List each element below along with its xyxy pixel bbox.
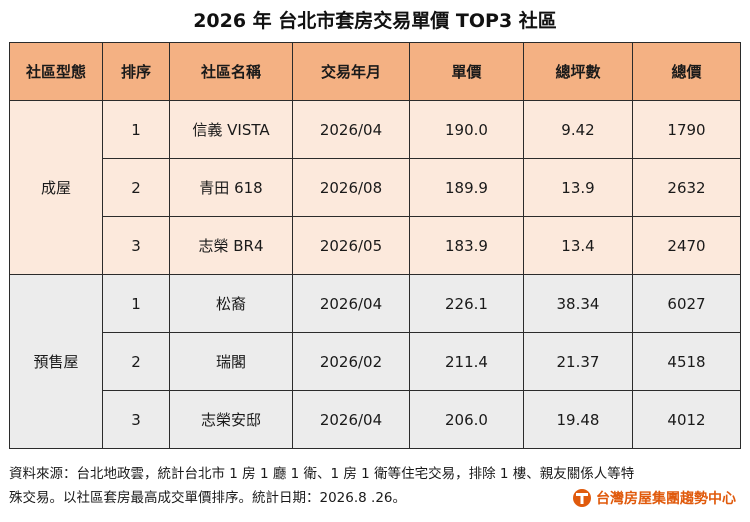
date-cell: 2026/04 [292, 390, 410, 449]
unit-price-cell: 183.9 [409, 216, 524, 275]
unit-price-cell: 189.9 [409, 158, 524, 217]
table-row: 預售屋 1 松裔 2026/04 226.1 38.34 6027 [9, 274, 741, 449]
name-cell: 志榮安邸 [169, 390, 293, 449]
taiwan-realty-logo-icon [572, 488, 592, 508]
source-note: 資料來源：台北地政雲，統計台北市 1 房 1 廳 1 衛、1 房 1 衛等住宅交… [9, 462, 744, 510]
area-cell: 21.37 [523, 332, 633, 391]
date-cell: 2026/08 [292, 158, 410, 217]
page-title: 2026 年 台北市套房交易單價 TOP3 社區 [193, 10, 557, 32]
total-cell: 2470 [632, 216, 741, 275]
date-cell: 2026/04 [292, 274, 410, 333]
table-row: 2 青田 618 2026/08 189.9 13.9 2632 [10, 158, 741, 217]
unit-price-cell: 211.4 [409, 332, 524, 391]
name-cell: 信義 VISTA [169, 100, 293, 159]
table-row: 3 志榮安邸 2026/04 206.0 19.48 4012 [10, 390, 741, 449]
header-total: 總價 [632, 42, 741, 101]
name-cell: 青田 618 [169, 158, 293, 217]
top3-table: 社區型態 排序 社區名稱 交易年月 單價 總坪數 總價 成屋 1 信義 VIST… [9, 42, 741, 449]
table-row: 2 瑞閣 2026/02 211.4 21.37 4518 [10, 332, 741, 391]
rank-cell: 3 [102, 216, 170, 275]
area-cell: 13.9 [523, 158, 633, 217]
name-cell: 瑞閣 [169, 332, 293, 391]
total-cell: 4518 [632, 332, 741, 391]
source-note-line: 資料來源：台北地政雲，統計台北市 1 房 1 廳 1 衛、1 房 1 衛等住宅交… [9, 466, 635, 482]
name-cell: 志榮 BR4 [169, 216, 293, 275]
total-cell: 4012 [632, 390, 741, 449]
unit-price-cell: 206.0 [409, 390, 524, 449]
rank-cell: 2 [102, 332, 170, 391]
brand-name: 台灣房屋集團趨勢中心 [596, 491, 736, 507]
header-type: 社區型態 [9, 42, 103, 101]
header-date: 交易年月 [292, 42, 410, 101]
header-area: 總坪數 [523, 42, 633, 101]
unit-price-cell: 190.0 [409, 100, 524, 159]
area-cell: 38.34 [523, 274, 633, 333]
area-cell: 9.42 [523, 100, 633, 159]
rank-cell: 3 [102, 390, 170, 449]
name-cell: 松裔 [169, 274, 293, 333]
total-cell: 2632 [632, 158, 741, 217]
group-type-cell: 預售屋 [9, 274, 103, 449]
area-cell: 19.48 [523, 390, 633, 449]
header-name: 社區名稱 [169, 42, 293, 101]
rank-cell: 2 [102, 158, 170, 217]
rank-cell: 1 [102, 100, 170, 159]
group-type-cell: 成屋 [9, 100, 103, 275]
table-row: 3 志榮 BR4 2026/05 183.9 13.4 2470 [10, 216, 741, 275]
header-rank: 排序 [102, 42, 170, 101]
rank-cell: 1 [102, 274, 170, 333]
date-cell: 2026/02 [292, 332, 410, 391]
date-cell: 2026/04 [292, 100, 410, 159]
total-cell: 1790 [632, 100, 741, 159]
source-note-line: 殊交易。以社區套房最高成交單價排序。統計日期：2026.8 .26。 [9, 490, 406, 506]
unit-price-cell: 226.1 [409, 274, 524, 333]
header-unit-price: 單價 [409, 42, 524, 101]
date-cell: 2026/05 [292, 216, 410, 275]
area-cell: 13.4 [523, 216, 633, 275]
table-row: 成屋 1 信義 VISTA 2026/04 190.0 9.42 1790 [9, 100, 741, 275]
total-cell: 6027 [632, 274, 741, 333]
brand-logo: 台灣房屋集團趨勢中心 [572, 487, 736, 509]
header-row: 社區型態 排序 社區名稱 交易年月 單價 總坪數 總價 [9, 42, 741, 101]
